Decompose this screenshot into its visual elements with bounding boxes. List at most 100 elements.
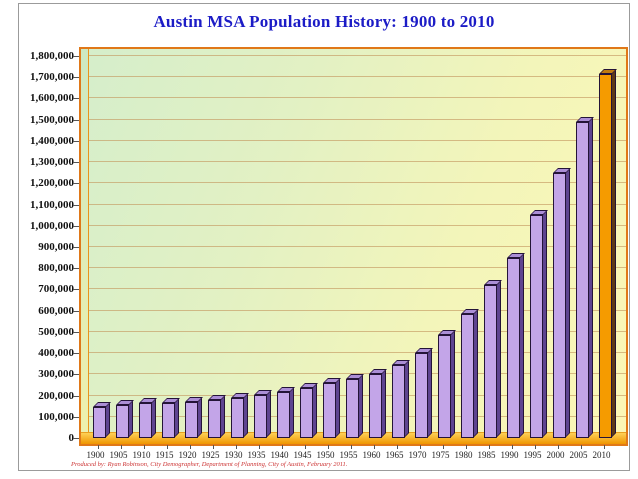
bar-side [289,387,294,438]
x-tick-label: 1915 [155,450,174,460]
bar-side [565,168,570,438]
chart-3d-left-wall [81,49,89,434]
bar-1945 [300,383,318,438]
gridline [89,246,626,247]
gridline [89,224,626,226]
y-tick-label: 200,000 [38,389,74,402]
x-axis-tick [580,445,582,449]
x-tick-label: 1980 [454,450,473,460]
bar-side [611,69,616,438]
bar-side [542,210,547,438]
bar-1975 [438,330,456,438]
bar-1930 [231,393,249,438]
gridline [89,288,626,290]
y-tick-label: 1,500,000 [30,113,74,126]
x-axis-tick [603,445,605,449]
x-axis-tick [235,445,237,449]
x-axis-tick [189,445,191,449]
x-tick-label: 1905 [109,450,128,460]
x-tick-label: 1935 [247,450,266,460]
y-tick-label: 1,100,000 [30,198,74,211]
bar-side [105,402,110,438]
bar-2005 [576,117,594,438]
plot-area [79,47,628,446]
x-tick-label: 1960 [362,450,381,460]
x-tick-label: 1930 [224,450,243,460]
y-tick-label: 300,000 [38,368,74,381]
y-axis-tick [73,162,79,164]
bar-side [588,117,593,438]
x-tick-label: 2010 [592,450,611,460]
bar-1920 [185,397,203,438]
y-axis-tick [73,119,79,121]
x-axis-tick [511,445,513,449]
gridline [89,330,626,332]
bar-side [450,330,455,438]
gridline [89,182,626,184]
y-tick-label: 0 [68,432,75,444]
y-tick-label: 1,600,000 [30,92,74,105]
gridline [89,139,626,141]
bar-1970 [415,348,433,438]
y-axis-tick [73,204,79,206]
y-axis-tick [73,98,79,100]
x-tick-label: 1955 [339,450,358,460]
bar-1960 [369,369,387,438]
y-axis-tick [73,395,79,397]
bar-side [404,360,409,438]
gridline [89,97,626,99]
y-tick-label: 1,200,000 [30,177,74,190]
bar-1990 [507,253,525,438]
bar-1965 [392,360,410,438]
y-axis-tick [73,77,79,79]
bar-side [220,395,225,438]
y-axis-tick [73,331,79,333]
bar-side [174,398,179,438]
bar-side [496,280,501,438]
bar-1940 [277,387,295,438]
x-axis-tick [120,445,122,449]
y-tick-label: 100,000 [38,410,74,423]
gridline [89,352,626,354]
x-axis-tick [281,445,283,449]
bar-2000 [553,168,571,438]
y-axis-tick [73,374,79,376]
y-axis-tick [73,268,79,270]
bar-1935 [254,390,272,438]
x-tick-label: 1975 [431,450,450,460]
y-tick-label: 800,000 [38,262,74,275]
y-axis-tick [73,289,79,291]
x-tick-label: 2000 [546,450,565,460]
x-tick-label: 1900 [86,450,105,460]
bar-1985 [484,280,502,438]
y-tick-label: 500,000 [38,325,74,338]
y-tick-label: 400,000 [38,347,74,360]
x-tick-label: 1970 [408,450,427,460]
y-axis-tick [73,353,79,355]
gridline [89,267,626,269]
x-axis-tick [212,445,214,449]
x-axis-tick [442,445,444,449]
bar-side [266,390,271,438]
y-tick-label: 700,000 [38,283,74,296]
x-tick-label: 1945 [293,450,312,460]
bar-1910 [139,398,157,438]
chart-credit: Produced by: Ryan Robinson, City Demogra… [71,461,348,468]
y-tick-label: 600,000 [38,304,74,317]
bar-2010 [599,69,617,438]
bar-side [473,309,478,438]
bar-1905 [116,400,134,438]
x-axis-tick [373,445,375,449]
x-tick-label: 1950 [316,450,335,460]
x-axis-tick [557,445,559,449]
x-tick-label: 1940 [270,450,289,460]
x-tick-label: 1925 [201,450,220,460]
y-tick-label: 1,800,000 [30,50,74,62]
bar-1900 [93,402,111,438]
bar-side [243,393,248,438]
gridline [89,55,626,56]
y-tick-label: 1,700,000 [30,71,74,84]
y-tick-label: 1,300,000 [30,156,74,169]
bar-side [519,253,524,438]
chart-title: Austin MSA Population History: 1900 to 2… [153,12,495,31]
